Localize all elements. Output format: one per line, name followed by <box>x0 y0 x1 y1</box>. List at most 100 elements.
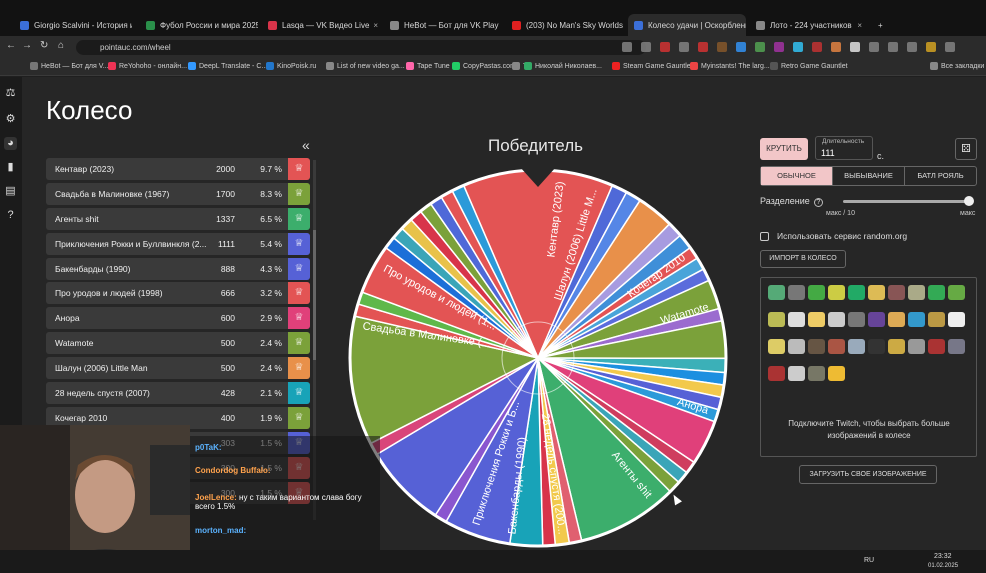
bookmark-item[interactable]: DeepL Translate - C... <box>188 62 267 70</box>
upload-image-button[interactable]: ЗАГРУЗИТЬ СВОЕ ИЗОБРАЖЕНИЕ <box>799 465 937 484</box>
wheel-image-option[interactable] <box>928 285 945 300</box>
lot-row[interactable]: Шалун (2006) Little Man 500 2.4 % ♕ <box>46 357 310 380</box>
auction-icon[interactable]: ⚖ <box>5 87 16 99</box>
browser-tab[interactable]: (203) No Man's Sky Worlds Part× <box>506 14 624 36</box>
browser-tab[interactable]: Фубол России и мира 2025× <box>140 14 258 36</box>
lot-row[interactable]: Агенты shit 1337 6.5 % ♕ <box>46 207 310 230</box>
close-tab-icon[interactable]: × <box>857 20 862 30</box>
lot-row[interactable]: Про уродов и людей (1998) 666 3.2 % ♕ <box>46 282 310 305</box>
wheel-image-option[interactable] <box>948 339 965 354</box>
lot-toggle-icon[interactable]: ♕ <box>288 182 310 205</box>
random-org-checkbox[interactable] <box>760 231 769 241</box>
fortune-wheel[interactable]: Кентавр (2023)Шалун (2006) Little M... Ко… <box>347 167 729 549</box>
lot-row[interactable]: Бакенбарды (1990) 888 4.3 % ♕ <box>46 257 310 280</box>
wheel-image-option[interactable] <box>808 285 825 300</box>
help-icon[interactable]: ? <box>7 209 14 221</box>
lot-toggle-icon[interactable]: ♕ <box>288 232 310 255</box>
extension-icon[interactable] <box>755 42 765 52</box>
list-scrollbar[interactable] <box>313 160 316 520</box>
browser-tab[interactable]: Колесо удачи | Оскорбление× <box>628 14 746 36</box>
stats-icon[interactable]: ▮ <box>7 161 14 173</box>
browser-tab[interactable]: Лото - 224 участников × <box>750 14 868 36</box>
extension-icon[interactable] <box>698 42 708 52</box>
extension-icon[interactable] <box>717 42 727 52</box>
browser-tab[interactable]: HeBot — Бот для VK Play× <box>384 14 502 36</box>
lot-toggle-icon[interactable]: ♕ <box>288 257 310 280</box>
wheel-image-option[interactable] <box>808 312 825 327</box>
extension-icon[interactable] <box>622 42 632 52</box>
bookmark-item[interactable]: CopyPastas.com <box>452 62 516 70</box>
extension-icon[interactable] <box>736 42 746 52</box>
wheel-image-option[interactable] <box>768 285 785 300</box>
wheel-image-option[interactable] <box>808 339 825 354</box>
wheel-image-option[interactable] <box>908 285 925 300</box>
mode-normal-tab[interactable]: ОБЫЧНОЕ <box>761 167 833 185</box>
bookmark-item[interactable]: Steam Game Gauntlet <box>612 62 693 70</box>
lot-row[interactable]: Watamote 500 2.4 % ♕ <box>46 332 310 355</box>
wheel-image-option[interactable] <box>828 339 845 354</box>
bookmark-item[interactable]: Myinstants! The larg... <box>690 62 770 70</box>
bookmark-item[interactable]: Retro Game Gauntlet <box>770 62 848 70</box>
wheel-image-option[interactable] <box>928 339 945 354</box>
history-icon[interactable]: ▤ <box>5 185 16 197</box>
lot-toggle-icon[interactable]: ♕ <box>288 158 310 180</box>
browser-tab[interactable]: Giorgio Scalvini - История игр× <box>14 14 132 36</box>
lot-toggle-icon[interactable]: ♕ <box>288 207 310 230</box>
wheel-image-option[interactable] <box>788 285 805 300</box>
extension-icon[interactable] <box>774 42 784 52</box>
home-icon[interactable]: ⌂ <box>58 40 65 51</box>
bookmark-item[interactable]: Николай Николаев... <box>524 62 602 70</box>
wheel-image-option[interactable] <box>908 339 925 354</box>
wheel-image-option[interactable] <box>888 312 905 327</box>
wheel-image-option[interactable] <box>768 312 785 327</box>
new-tab-button[interactable]: + <box>878 20 883 30</box>
close-tab-icon[interactable]: × <box>498 21 502 30</box>
extension-icon[interactable] <box>907 42 917 52</box>
wheel-image-option[interactable] <box>768 339 785 354</box>
bookmark-item[interactable]: KinoPoisk.ru <box>266 62 316 70</box>
spin-button[interactable]: КРУТИТЬ <box>760 138 808 160</box>
wheel-image-option[interactable] <box>888 285 905 300</box>
wheel-image-option[interactable] <box>868 285 885 300</box>
wheel-image-option[interactable] <box>828 366 845 381</box>
lot-row[interactable]: Анора 600 2.9 % ♕ <box>46 307 310 330</box>
mode-elimination-tab[interactable]: ВЫБЫВАНИЕ <box>833 167 905 185</box>
extension-icon[interactable] <box>926 42 936 52</box>
dice-icon[interactable]: ⚄ <box>955 138 977 160</box>
wheel-image-option[interactable] <box>888 339 905 354</box>
lot-toggle-icon[interactable]: ♕ <box>288 307 310 330</box>
lot-row[interactable]: Свадьба в Малиновке (1967) 1700 8.3 % ♕ <box>46 182 310 205</box>
wheel-image-option[interactable] <box>928 312 945 327</box>
lot-toggle-icon[interactable]: ♕ <box>288 282 310 305</box>
extension-icon[interactable] <box>850 42 860 52</box>
extension-icon[interactable] <box>660 42 670 52</box>
lot-toggle-icon[interactable]: ♕ <box>288 357 310 380</box>
extension-icon[interactable] <box>812 42 822 52</box>
lot-toggle-icon[interactable]: ♕ <box>288 406 310 429</box>
split-slider-track[interactable] <box>843 200 969 203</box>
extension-icon[interactable] <box>888 42 898 52</box>
extension-icon[interactable] <box>831 42 841 52</box>
wheel-image-option[interactable] <box>948 312 965 327</box>
import-button[interactable]: ИМПОРТ В КОЛЕСО <box>760 250 846 268</box>
bookmark-item[interactable]: HeBot — Бот для V... <box>30 62 109 70</box>
wheel-image-option[interactable] <box>788 312 805 327</box>
language-indicator[interactable]: RU <box>864 557 875 564</box>
extension-icon[interactable] <box>641 42 651 52</box>
lot-row[interactable]: Приключения Рокки и Буллвинкля (2... 1111… <box>46 232 310 255</box>
bookmark-item[interactable]: Tape Tune <box>406 62 450 70</box>
wheel-image-option[interactable] <box>948 285 965 300</box>
bookmark-item[interactable]: Все закладки <box>930 62 984 70</box>
forward-icon[interactable]: → <box>22 40 32 51</box>
duration-value[interactable]: 111 <box>821 148 835 158</box>
lot-row[interactable]: Кентавр (2023) 2000 9.7 % ♕ <box>46 158 310 180</box>
settings-icon[interactable]: ⚙ <box>5 113 16 125</box>
extension-icon[interactable] <box>945 42 955 52</box>
wheel-image-option[interactable] <box>788 339 805 354</box>
wheel-image-option[interactable] <box>848 339 865 354</box>
wheel-image-option[interactable] <box>848 312 865 327</box>
close-tab-icon[interactable]: × <box>373 20 379 30</box>
random-org-option[interactable]: Использовать сервис random.org <box>760 231 907 241</box>
wheel-image-option[interactable] <box>828 285 845 300</box>
lot-toggle-icon[interactable]: ♕ <box>288 332 310 355</box>
